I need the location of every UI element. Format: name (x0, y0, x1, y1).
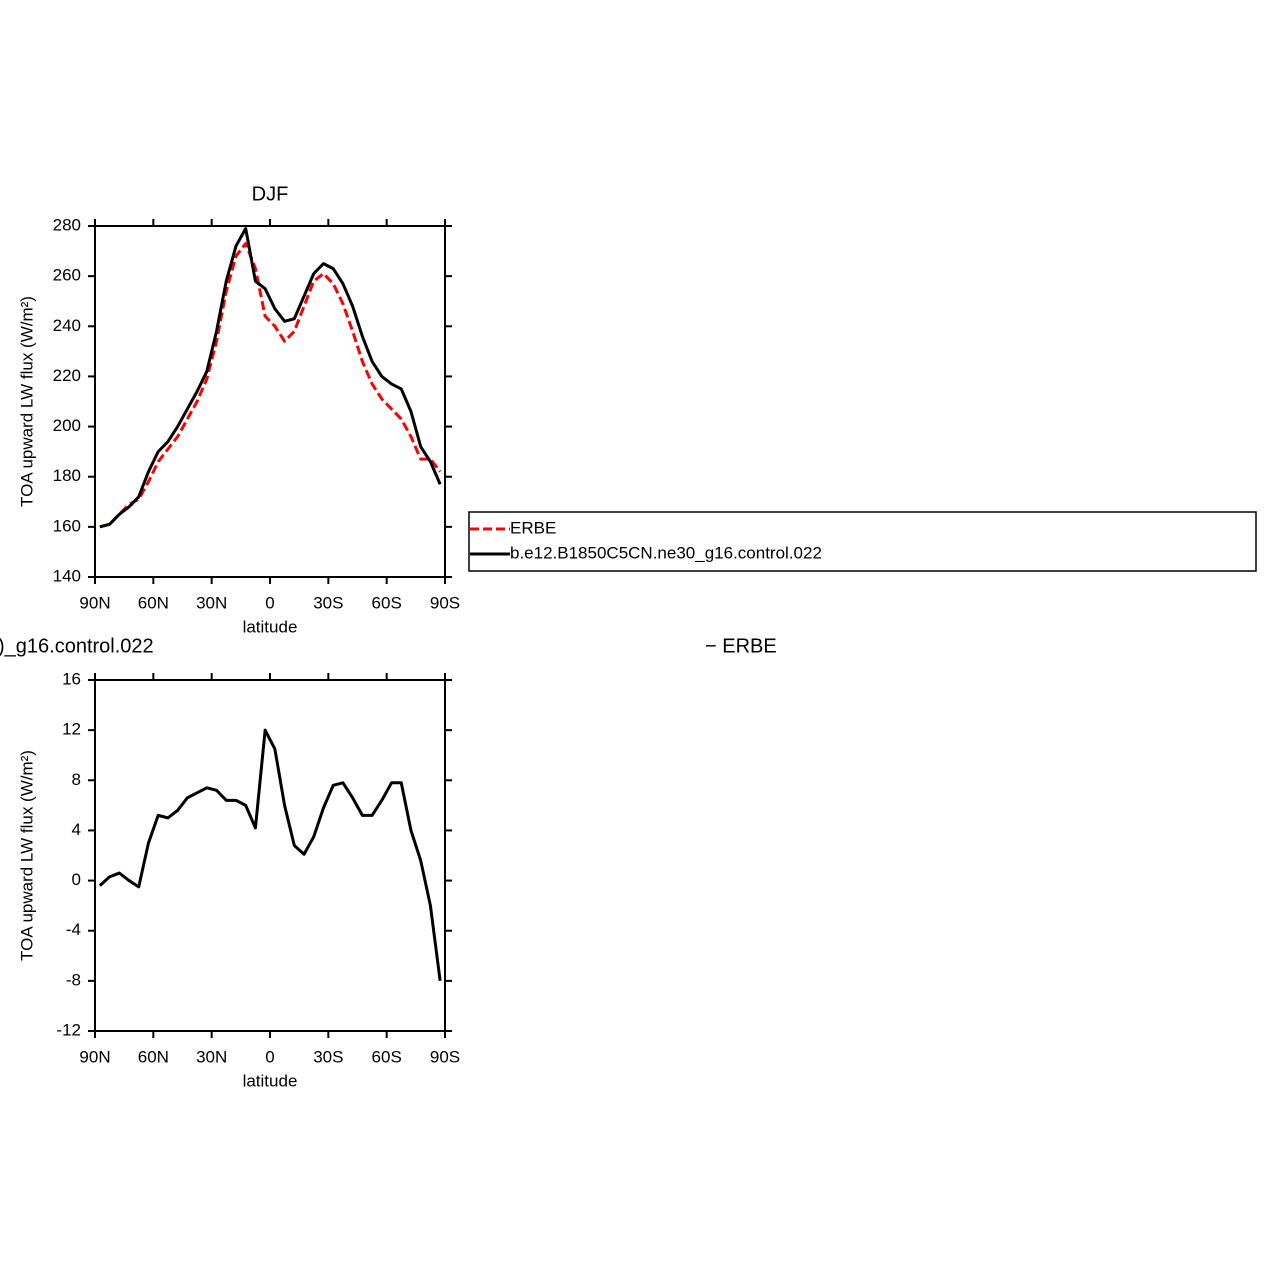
chart-title: )_g16.control.022 (0, 635, 154, 657)
x-tick-label: 30N (196, 593, 227, 612)
x-tick-label: 30S (313, 593, 343, 612)
y-tick-label: -4 (66, 920, 81, 939)
x-tick-label: 0 (265, 593, 274, 612)
x-tick-label: 90S (430, 1047, 460, 1066)
y-axis-label: TOA upward LW flux (W/m²) (17, 296, 36, 507)
y-tick-label: 280 (53, 215, 81, 234)
y-tick-label: 260 (53, 266, 81, 285)
data-line (99, 227, 442, 529)
y-tick-label: 200 (53, 416, 81, 435)
legend-label: ERBE (510, 518, 556, 537)
plot-frame (94, 225, 446, 578)
x-tick-label: 90N (79, 593, 110, 612)
y-tick-label: 140 (53, 566, 81, 585)
y-axis-label: TOA upward LW flux (W/m²) (17, 750, 36, 961)
x-tick-label: 30N (196, 1047, 227, 1066)
chart-title: DJF (252, 183, 289, 205)
x-tick-label: 30S (313, 1047, 343, 1066)
chart-title: − ERBE (705, 635, 777, 657)
y-tick-label: 160 (53, 516, 81, 535)
legend-box (468, 511, 1257, 572)
y-tick-label: 8 (72, 770, 81, 789)
y-tick-label: 0 (72, 870, 81, 889)
y-tick-label: 16 (62, 669, 81, 688)
x-tick-label: 0 (265, 1047, 274, 1066)
x-tick-label: 60N (138, 593, 169, 612)
x-axis-label: latitude (243, 617, 298, 636)
y-tick-label: 180 (53, 466, 81, 485)
data-line (98, 728, 442, 982)
y-tick-label: -8 (66, 970, 81, 989)
x-tick-label: 60S (372, 593, 402, 612)
y-tick-label: 12 (62, 720, 81, 739)
plot-frame (94, 679, 446, 1032)
y-tick-label: 240 (53, 316, 81, 335)
x-tick-label: 90N (79, 1047, 110, 1066)
legend-label: b.e12.B1850C5CN.ne30_g16.control.022 (510, 543, 822, 562)
x-tick-label: 90S (430, 593, 460, 612)
y-tick-label: 220 (53, 366, 81, 385)
x-axis-label: latitude (243, 1071, 298, 1090)
data-line (99, 242, 442, 529)
y-tick-label: -12 (56, 1020, 81, 1039)
y-tick-label: 4 (72, 820, 81, 839)
x-tick-label: 60S (372, 1047, 402, 1066)
x-tick-label: 60N (138, 1047, 169, 1066)
